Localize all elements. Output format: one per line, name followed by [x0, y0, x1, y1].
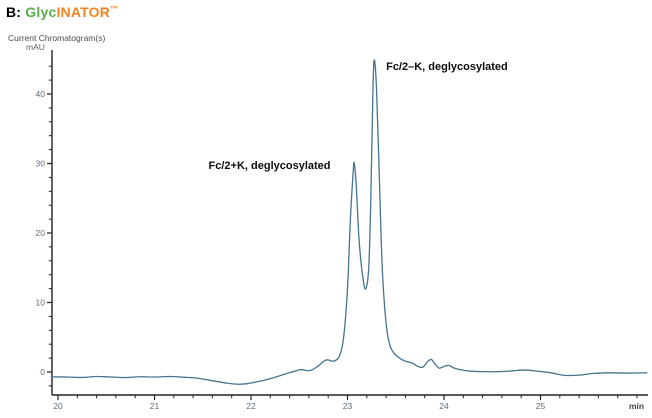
x-tick-label: 21 — [150, 401, 160, 411]
x-tick-label: 23 — [343, 401, 353, 411]
trademark-symbol: ™ — [110, 4, 119, 14]
panel-title: B: GlycINATOR™ — [6, 4, 118, 20]
x-tick-label: 22 — [246, 401, 256, 411]
peak-annotation-fc2-minus-k: Fc/2–K, deglycosylated — [386, 60, 508, 73]
x-tick-label: 24 — [439, 401, 449, 411]
y-tick-label: 10 — [36, 298, 46, 308]
brand-name-green: Glyc — [25, 4, 57, 20]
y-tick-label: 30 — [36, 159, 46, 169]
y-axis-unit-label: mAU — [26, 42, 45, 52]
y-tick-label: 40 — [36, 89, 46, 99]
x-tick-label: 25 — [536, 401, 546, 411]
x-axis-unit-label: min — [629, 401, 645, 411]
y-tick-label: 0 — [40, 367, 45, 377]
chromatogram-trace — [50, 59, 648, 385]
panel-letter: B: — [6, 4, 22, 20]
y-tick-label: 20 — [36, 228, 46, 238]
chromatogram-subtitle: Current Chromatogram(s) — [8, 33, 106, 43]
brand-name-orange: INATOR — [56, 4, 111, 20]
peak-annotation-fc2-plus-k: Fc/2+K, deglycosylated — [208, 160, 331, 173]
x-tick-label: 20 — [53, 401, 63, 411]
